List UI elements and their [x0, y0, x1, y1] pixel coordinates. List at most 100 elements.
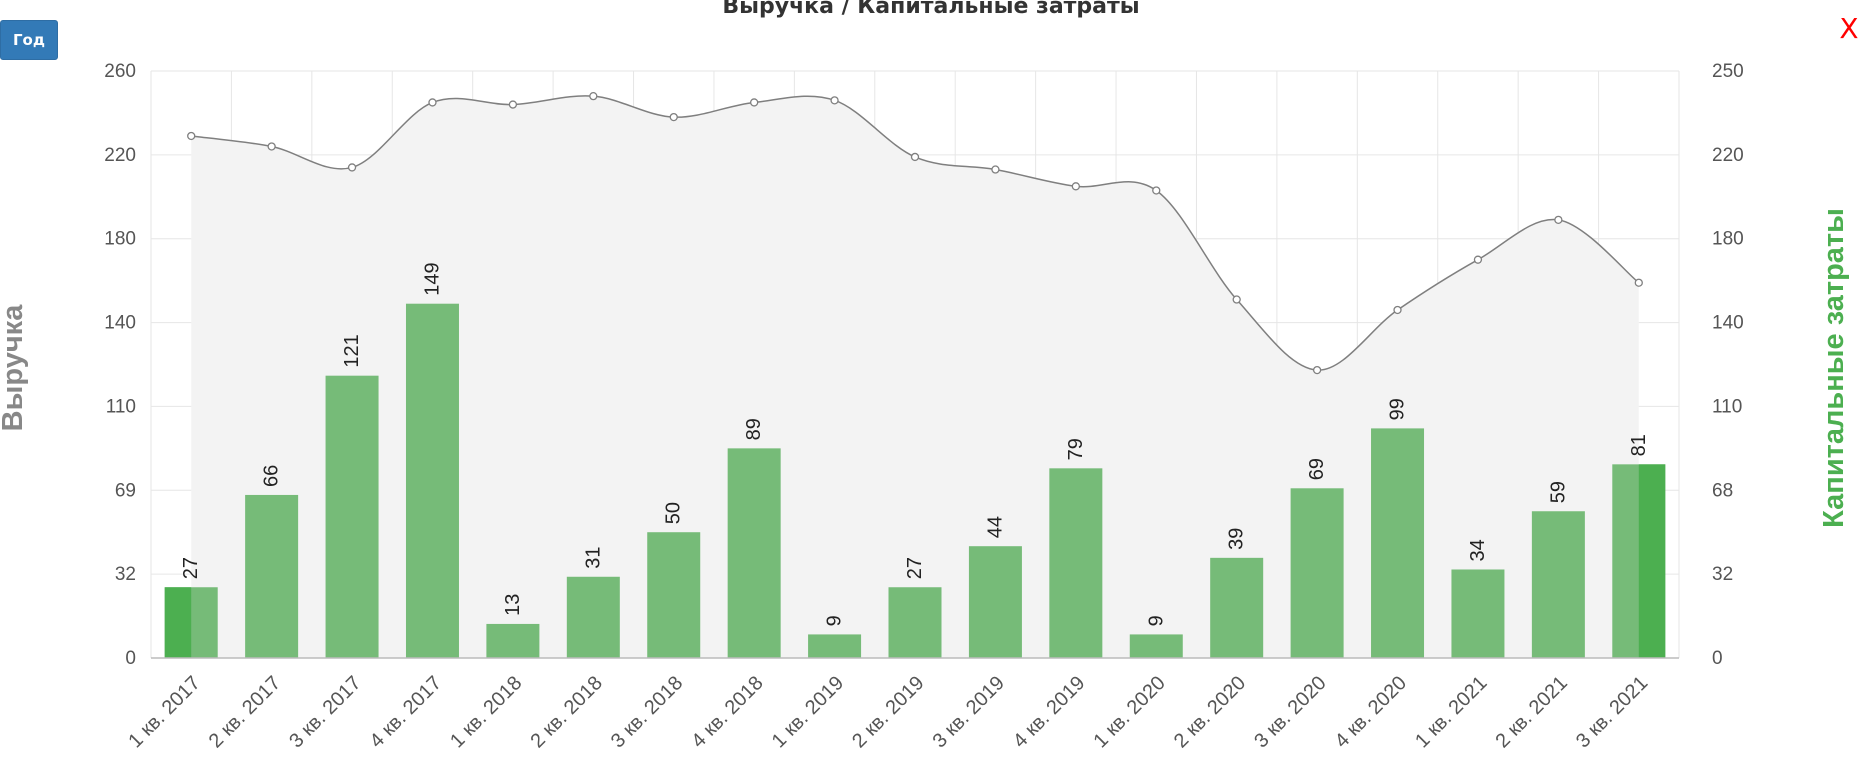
x-axis-tick-label: 2 кв. 2021 — [1492, 672, 1572, 752]
revenue-line — [187, 92, 1643, 375]
capex-bar — [486, 623, 540, 658]
x-axis-tick-label: 2 кв. 2020 — [1170, 672, 1250, 752]
revenue-point — [1393, 305, 1402, 315]
x-axis-tick-label: 1 кв. 2020 — [1089, 672, 1169, 752]
right-axis-title: Капитальные затраты — [1818, 208, 1850, 528]
capex-bar — [245, 494, 299, 658]
capex-bar-highlight — [1638, 464, 1666, 658]
capex-data-label: 66 — [261, 465, 283, 487]
x-axis-tick-label: 3 кв. 2021 — [1572, 672, 1652, 752]
capex-bar — [727, 448, 781, 658]
capex-bar — [1049, 468, 1103, 658]
capex-data-label: 27 — [180, 557, 202, 579]
x-axis-tick-label: 2 кв. 2019 — [848, 672, 928, 752]
revenue-point — [750, 98, 759, 107]
close-button[interactable]: X — [1839, 11, 1859, 45]
capex-data-label: 13 — [502, 594, 524, 616]
capex-bar — [325, 375, 379, 658]
x-axis-tick-label: 3 кв. 2017 — [285, 672, 365, 752]
revenue-point — [910, 152, 920, 162]
revenue-area-fill — [191, 95, 1639, 659]
revenue-point — [347, 163, 357, 172]
x-axis-tick-label: 1 кв. 2018 — [446, 672, 526, 752]
x-axis-tick-label: 1 кв. 2021 — [1411, 672, 1491, 752]
revenue-point — [187, 131, 196, 141]
left-axis-tick-label: 32 — [115, 564, 136, 585]
revenue-point — [991, 165, 1000, 174]
left-axis-tick-label: 110 — [106, 396, 136, 417]
revenue-point — [428, 98, 437, 107]
capex-data-label: 27 — [904, 557, 926, 579]
capex-data-label: 34 — [1467, 539, 1489, 561]
revenue-area — [191, 95, 1639, 659]
capex-bars — [164, 303, 1666, 658]
capex-bar — [1129, 634, 1183, 658]
capex-data-label: 39 — [1226, 528, 1248, 550]
revenue-point — [1554, 215, 1563, 224]
capex-bar — [1451, 569, 1505, 658]
revenue-point — [830, 96, 839, 105]
capex-bar — [566, 576, 620, 658]
capex-bar — [1210, 557, 1264, 658]
right-axis-tick-label: 32 — [1712, 564, 1733, 585]
right-axis-tick-label: 110 — [1712, 396, 1742, 417]
x-axis-tick-label: 2 кв. 2017 — [205, 672, 285, 752]
capex-data-label: 50 — [663, 502, 685, 524]
x-axis-tick-label: 4 кв. 2018 — [687, 672, 767, 752]
period-year-button[interactable]: Год — [0, 20, 58, 60]
x-axis-tick-label: 1 кв. 2019 — [768, 672, 848, 752]
x-axis-tick-label: 4 кв. 2020 — [1331, 672, 1411, 752]
capex-bar — [1531, 511, 1585, 658]
chart-title: Выручка / Капитальные затраты — [722, 0, 1140, 19]
left-axis-tick-label: 220 — [104, 145, 136, 166]
left-axis-tick-label: 69 — [115, 480, 136, 501]
capex-bar — [405, 303, 459, 658]
revenue-point — [1634, 278, 1643, 287]
revenue-point — [1473, 255, 1483, 264]
capex-bar — [1371, 428, 1425, 658]
capex-data-label: 9 — [1145, 615, 1167, 626]
capex-data-label: 44 — [984, 516, 1006, 538]
capex-data-label: 121 — [341, 334, 363, 367]
capex-bar — [888, 587, 942, 658]
capex-data-label: 31 — [582, 547, 604, 569]
left-axis-title: Выручка — [0, 304, 29, 432]
right-axis-tick-label: 0 — [1712, 648, 1723, 669]
capex-data-label: 69 — [1306, 458, 1328, 480]
capex-bar-highlight — [164, 587, 192, 658]
capex-data-label: 81 — [1628, 434, 1650, 456]
right-axis-tick-label: 220 — [1712, 145, 1744, 166]
x-axis-tick-label: 4 кв. 2019 — [1009, 672, 1089, 752]
left-axis-tick-label: 140 — [104, 313, 136, 334]
revenue-point — [267, 142, 276, 151]
capex-bar — [647, 532, 701, 658]
right-axis-tick-label: 180 — [1712, 229, 1744, 250]
left-axis-tick-label: 0 — [125, 648, 136, 669]
capex-data-label: 9 — [824, 615, 846, 626]
right-axis-tick-label: 250 — [1712, 61, 1744, 82]
revenue-point — [1312, 365, 1322, 375]
revenue-point — [589, 92, 598, 101]
x-axis-tick-label: 1 кв. 2017 — [124, 672, 204, 752]
right-axis-tick-label: 140 — [1712, 313, 1744, 334]
revenue-point — [508, 100, 518, 109]
capex-data-label: 59 — [1547, 481, 1569, 503]
capex-bar — [808, 634, 862, 658]
right-axis-tick-label: 68 — [1712, 480, 1733, 501]
revenue-point — [669, 112, 678, 122]
left-axis-tick-label: 180 — [104, 229, 136, 250]
capex-bar — [968, 546, 1022, 658]
x-axis-tick-label: 2 кв. 2018 — [526, 672, 606, 752]
left-axis-tick-label: 260 — [104, 61, 136, 82]
x-axis-tick-label: 4 кв. 2017 — [366, 672, 446, 752]
revenue-point — [1232, 295, 1241, 304]
data-labels: 27 66 121 149 13 31 50 89 9 27 44 79 9 39 69 99 34 59 81 — [180, 262, 1650, 626]
x-axis-tick-label: 3 кв. 2018 — [607, 672, 687, 752]
capex-data-label: 79 — [1065, 438, 1087, 460]
revenue-point — [1152, 186, 1161, 195]
capex-data-label: 149 — [421, 262, 443, 295]
revenue-point — [1071, 182, 1080, 191]
capex-data-label: 99 — [1387, 398, 1409, 420]
capex-data-label: 89 — [743, 418, 765, 440]
